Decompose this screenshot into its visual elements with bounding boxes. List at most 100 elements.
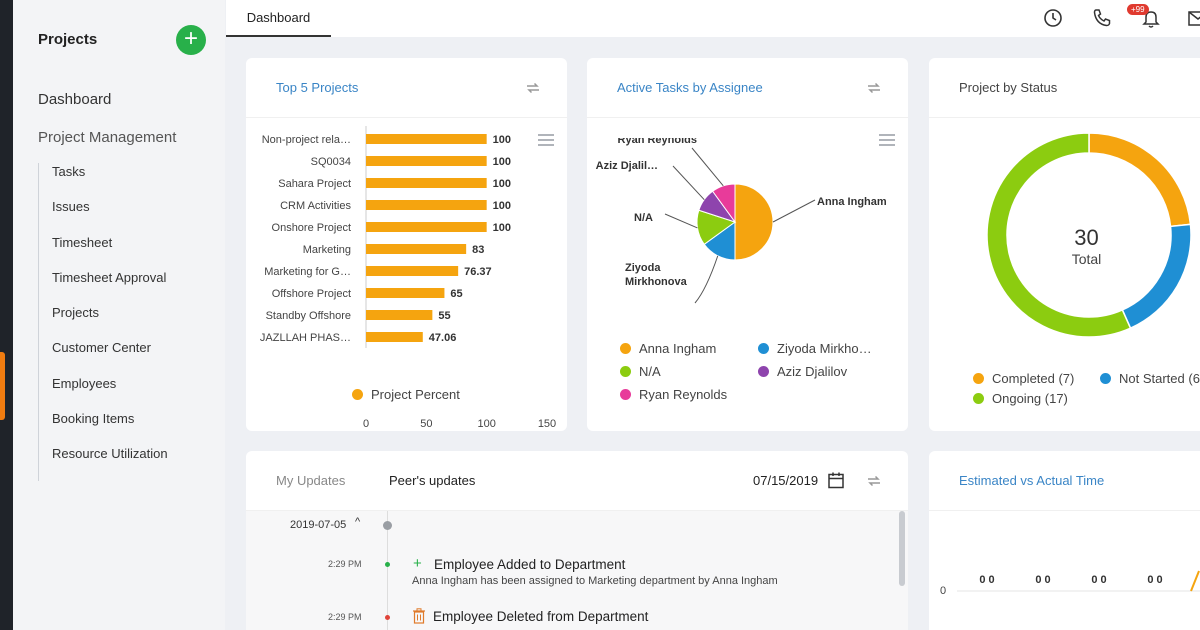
slice-label: Ziyoda Mirkhonova [625, 262, 688, 288]
card-title: Project by Status [959, 80, 1058, 95]
category-label: Offshore Project [272, 288, 351, 300]
rail-active-indicator [0, 352, 5, 420]
sidebar-item-tasks[interactable]: Tasks [52, 164, 86, 179]
category-label: Standby Offshore [266, 310, 351, 322]
bar [366, 244, 467, 254]
leader-line [672, 165, 705, 201]
data-label: 100 [493, 178, 511, 190]
entry-title: Employee Deleted from Department [433, 609, 649, 624]
data-label: 100 [493, 156, 511, 168]
legend-ziyoda[interactable]: Ziyoda Mirkho… [758, 341, 872, 356]
leader-line [772, 199, 816, 223]
entry-detail: Anna Ingham has been assigned to Marketi… [412, 575, 778, 587]
top-projects-bar-chart: Non-project rela… 100 SQ0034 100 Sahara Proj… [260, 126, 556, 430]
legend-aziz[interactable]: Aziz Djalilov [758, 364, 847, 379]
tab-dashboard[interactable]: Dashboard [226, 0, 331, 37]
phone-icon[interactable] [1091, 7, 1113, 29]
pie-slice [711, 183, 736, 224]
category-label: Marketing [303, 244, 351, 256]
legend-not-started[interactable]: Not Started (6 [1100, 371, 1200, 386]
category-label: Non-project rela… [262, 134, 351, 146]
data-label: 55 [438, 310, 450, 322]
legend-swatch [758, 343, 769, 354]
mail-icon[interactable] [1186, 7, 1200, 29]
pie-slice [734, 183, 774, 261]
donut-total-value: 30 [1074, 225, 1099, 250]
calendar-icon[interactable] [827, 471, 845, 489]
card-header: Top 5 Projects [246, 58, 567, 118]
date-field[interactable]: 07/15/2019 [753, 473, 819, 488]
card-title: Estimated vs Actual Time [959, 473, 1105, 488]
data-label: 0 0 [1035, 574, 1050, 586]
sidebar-item-timesheet[interactable]: Timesheet [52, 234, 113, 250]
sidebar-item-timesheet-approval[interactable]: Timesheet Approval [52, 269, 167, 285]
bar [366, 288, 445, 298]
top-projects-card: Top 5 Projects Non-project rela… 100 SQ003… [246, 58, 567, 431]
bar [366, 156, 487, 166]
sidebar-item-issues[interactable]: Issues [52, 199, 90, 215]
legend-swatch [758, 366, 769, 377]
card-title: Top 5 Projects [276, 80, 359, 95]
estimated-bar-chart: 0 0 0 0 0 0 0 0 0 [940, 570, 1200, 597]
sidebar-title: Projects [38, 31, 98, 48]
legend-label: Project Percent [371, 387, 460, 402]
legend-swatch [973, 393, 984, 404]
entry-dot [385, 615, 390, 620]
sidebar-item-project-management[interactable]: Project Management [38, 129, 177, 146]
bar [366, 222, 487, 232]
x-tick-label: 100 [477, 418, 495, 430]
legend-anna-ingham[interactable]: Anna Ingham [620, 341, 716, 356]
legend-na[interactable]: N/A [620, 364, 661, 379]
legend-project-percent[interactable]: Project Percent [352, 387, 460, 402]
timeline-line [387, 511, 388, 630]
leader-line [691, 147, 724, 187]
chart-menu-icon[interactable] [538, 134, 554, 146]
bar [366, 266, 459, 276]
tab-my-updates[interactable]: My Updates [276, 473, 346, 488]
sidebar-item-projects[interactable]: Projects [52, 305, 99, 321]
card-header: Estimated vs Actual Time [929, 451, 1200, 511]
refresh-icon[interactable] [864, 78, 884, 98]
sidebar-item-resource-utilization[interactable]: Resource Utilization [52, 446, 168, 462]
category-label: Sahara Project [278, 178, 351, 190]
card-header: Active Tasks by Assignee [587, 58, 908, 118]
bar [366, 200, 487, 210]
sidebar-item-booking-items[interactable]: Booking Items [52, 411, 135, 427]
add-project-button[interactable]: + [176, 25, 206, 55]
tab-peers-updates[interactable]: Peer's updates [389, 473, 476, 488]
category-label: Marketing for G… [264, 266, 351, 278]
leader-line [664, 213, 698, 229]
legend-ryan[interactable]: Ryan Reynolds [620, 387, 727, 402]
legend-completed[interactable]: Completed (7) [973, 371, 1074, 386]
timeline-group-dot [383, 521, 392, 530]
category-label: SQ0034 [311, 156, 351, 168]
status-donut-chart [986, 132, 1192, 338]
refresh-icon[interactable] [523, 78, 543, 98]
collapse-chevron-icon[interactable]: ^ [355, 516, 361, 528]
card-title: Active Tasks by Assignee [617, 80, 763, 95]
y-tick-label: 0 [940, 585, 946, 597]
entry-title: Employee Added to Department [434, 557, 626, 572]
assignee-card: Active Tasks by Assignee Anna Ingham Ziyo… [587, 58, 908, 431]
card-header: My Updates Peer's updates 07/15/2019 [246, 451, 908, 511]
updates-scrollbar[interactable] [899, 511, 905, 586]
bell-icon[interactable] [1140, 7, 1162, 29]
data-label: 47.06 [429, 332, 457, 344]
clock-icon[interactable] [1042, 7, 1064, 29]
plus-icon: + [413, 555, 422, 572]
assignee-pie-chart: Anna Ingham Ziyoda Mirkhonova N/A Aziz Djali… [596, 138, 887, 304]
chart-menu-icon[interactable] [879, 134, 895, 146]
sidebar-item-employees[interactable]: Employees [52, 375, 117, 391]
bar [366, 134, 487, 144]
sidebar-item-customer-center[interactable]: Customer Center [52, 340, 151, 356]
refresh-icon[interactable] [864, 471, 884, 491]
bar [366, 310, 433, 320]
bar [366, 332, 423, 342]
legend-ongoing[interactable]: Ongoing (17) [973, 391, 1068, 406]
data-label: 0 0 [1147, 574, 1162, 586]
timeline: 2019-07-05 ^ 2:29 PM + Employee Added to… [246, 511, 908, 630]
sidebar: Projects + Dashboard Project Management … [13, 0, 225, 630]
sidebar-item-dashboard[interactable]: Dashboard [38, 91, 112, 108]
data-label: 83 [472, 244, 484, 256]
top-bar [331, 0, 1200, 37]
